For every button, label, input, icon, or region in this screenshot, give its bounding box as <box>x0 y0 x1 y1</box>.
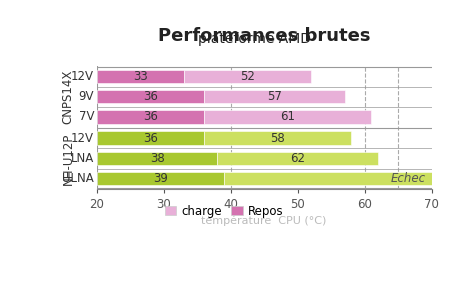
Bar <box>204 132 351 145</box>
Text: 39: 39 <box>153 172 168 185</box>
X-axis label: température  CPU (°C): température CPU (°C) <box>202 215 327 226</box>
Text: 52: 52 <box>240 70 255 83</box>
Text: 36: 36 <box>143 90 158 103</box>
Text: 7V: 7V <box>79 111 94 123</box>
Text: ULNA: ULNA <box>62 172 94 185</box>
Legend: charge, Repos: charge, Repos <box>160 200 288 222</box>
Bar <box>97 172 224 185</box>
Text: 57: 57 <box>267 90 281 103</box>
Bar <box>97 70 184 83</box>
Text: Echec: Echec <box>391 172 426 185</box>
Bar <box>97 152 217 165</box>
Text: 38: 38 <box>150 152 164 165</box>
Text: 58: 58 <box>270 132 285 145</box>
Bar <box>97 90 204 103</box>
Bar <box>184 70 311 83</box>
Text: 61: 61 <box>280 111 295 123</box>
Text: plateforme AMD: plateforme AMD <box>198 32 311 46</box>
Bar <box>204 90 345 103</box>
Bar <box>224 172 432 185</box>
Text: NH-U12P: NH-U12P <box>62 132 75 185</box>
Text: 33: 33 <box>133 70 148 83</box>
Text: 9V: 9V <box>79 90 94 103</box>
Title: Performances brutes: Performances brutes <box>158 27 370 45</box>
Text: 62: 62 <box>290 152 305 165</box>
Text: 36: 36 <box>143 111 158 123</box>
Text: 12V: 12V <box>71 70 94 83</box>
Text: 12V: 12V <box>71 132 94 145</box>
Bar <box>97 132 204 145</box>
Text: LNA: LNA <box>71 152 94 165</box>
Bar <box>217 152 378 165</box>
Text: CNPS14X: CNPS14X <box>62 69 75 124</box>
Bar <box>97 110 204 124</box>
Bar <box>204 110 371 124</box>
Text: 36: 36 <box>143 132 158 145</box>
